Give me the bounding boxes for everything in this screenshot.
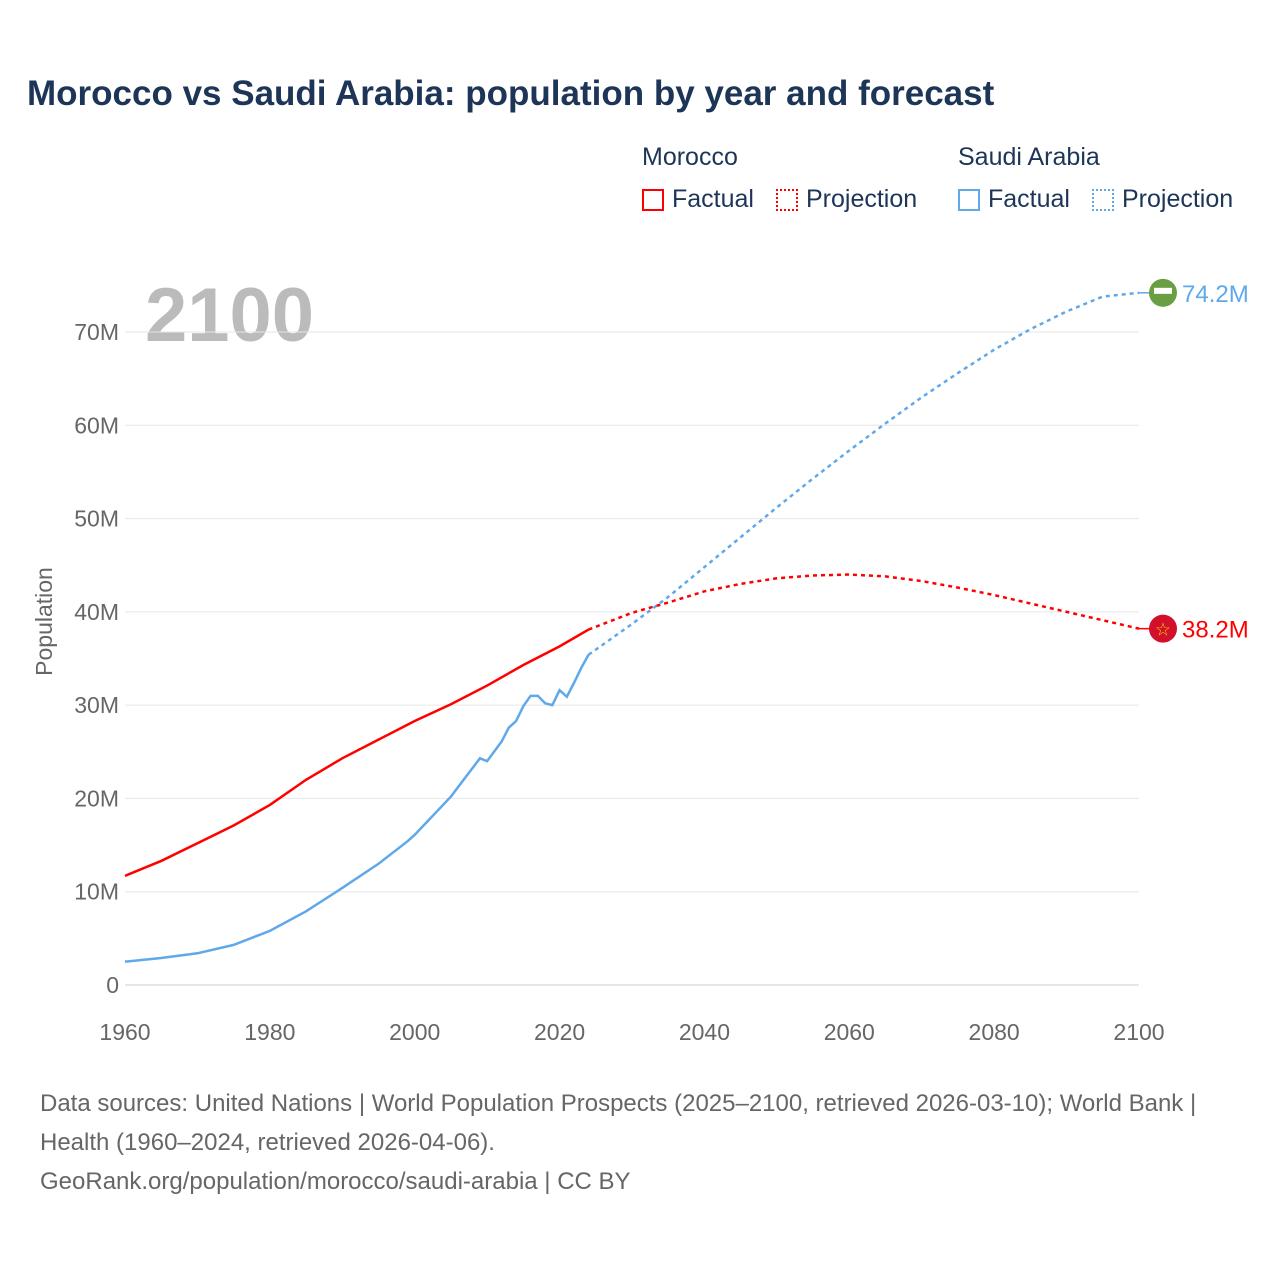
swatch	[642, 189, 664, 211]
x-tick-label: 2100	[1113, 1019, 1164, 1045]
morocco-factual-line	[124, 628, 590, 878]
morocco-end-label: 38.2M	[1182, 617, 1249, 644]
legend-morocco-factual[interactable]: Factual	[642, 185, 754, 214]
chart-title: Morocco vs Saudi Arabia: population by y…	[27, 74, 995, 113]
swatch	[958, 189, 980, 211]
x-tick-label: 2040	[679, 1019, 730, 1045]
y-tick-label: 70M	[74, 319, 119, 345]
y-tick-label: 60M	[74, 412, 119, 438]
legend-morocco-title: Morocco	[642, 143, 738, 171]
swatch	[776, 189, 798, 211]
legend-label: Projection	[806, 185, 918, 213]
y-tick-label: 30M	[74, 692, 119, 718]
y-tick-label: 10M	[74, 879, 119, 905]
y-tick-label: 40M	[74, 599, 119, 625]
x-tick-label: 2020	[534, 1019, 585, 1045]
source-url: GeoRank.org/population/morocco/saudi-ara…	[40, 1168, 631, 1195]
x-tick-label: 2000	[389, 1019, 440, 1045]
legend-label: Factual	[988, 185, 1070, 213]
x-tick-label: 2080	[969, 1019, 1020, 1045]
legend-morocco-projection[interactable]: Projection	[776, 185, 917, 214]
legend-label: Factual	[672, 185, 754, 213]
legend-saudi-factual[interactable]: Factual	[958, 185, 1070, 214]
source-text: Data sources: United Nations | World Pop…	[40, 1090, 1197, 1156]
morocco-flag-icon	[1149, 614, 1177, 643]
x-tick-label: 1960	[99, 1019, 150, 1045]
star-icon: ☆	[1155, 620, 1171, 640]
swatch	[1092, 189, 1114, 211]
legend-saudi-projection[interactable]: Projection	[1092, 185, 1233, 214]
legend-label: Projection	[1122, 185, 1234, 213]
legend-saudi-title: Saudi Arabia	[958, 143, 1100, 171]
y-tick-label: 20M	[74, 785, 119, 811]
x-tick-label: 2060	[824, 1019, 875, 1045]
y-tick-label: 50M	[74, 506, 119, 532]
x-tick-label: 1980	[244, 1019, 295, 1045]
saudi-arabia-factual-line	[124, 654, 590, 963]
saudi-arabia-projection-line	[587, 291, 1140, 656]
morocco-projection-line	[588, 573, 1140, 631]
year-label: 2100	[145, 273, 315, 358]
y-tick-label: 0	[106, 972, 119, 998]
saudi-arabia-end-label: 74.2M	[1182, 281, 1249, 308]
emblem-icon	[1154, 287, 1172, 294]
